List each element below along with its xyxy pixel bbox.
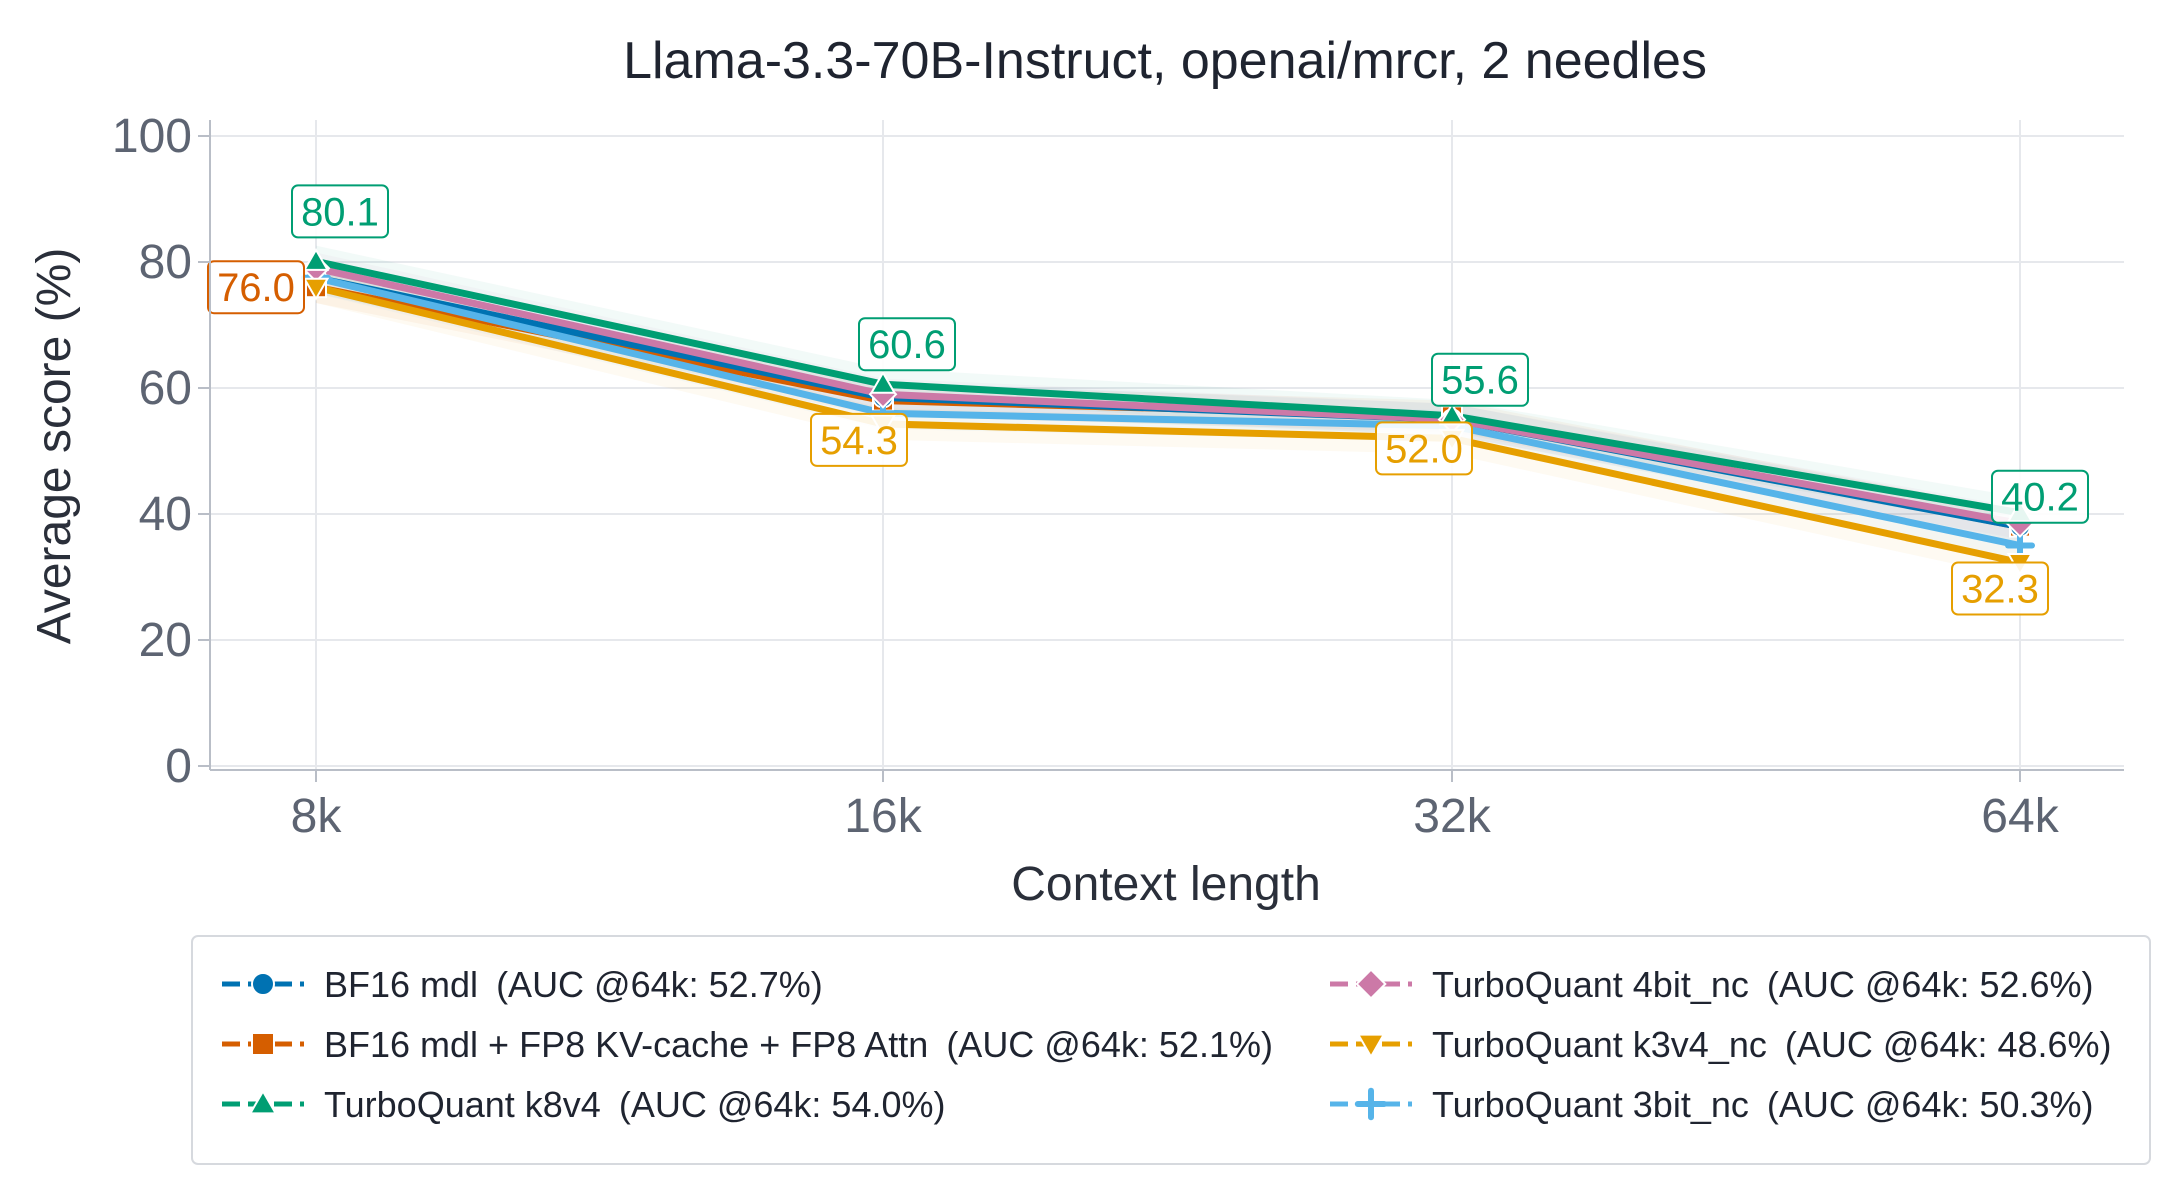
y-axis-label: Average score (%) — [28, 248, 81, 645]
data-label-box: 54.3 — [810, 412, 908, 467]
data-label-box: 60.6 — [858, 317, 956, 372]
legend-series-auc: (AUC @64k: 52.1%) — [946, 1024, 1273, 1065]
data-label-frame — [1951, 561, 2049, 616]
y-tick-label: 20 — [139, 614, 192, 667]
legend-item-0: BF16 mdl (AUC @64k: 52.7%) — [222, 964, 823, 1005]
x-tick-label: 64k — [1981, 790, 2059, 843]
legend-series-name: TurboQuant k3v4_nc — [1432, 1024, 1767, 1065]
series-line-5 — [312, 274, 2024, 549]
legend-label: TurboQuant 3bit_nc (AUC @64k: 50.3%) — [1432, 1084, 2094, 1125]
data-label: 55.6 — [1441, 359, 1519, 403]
data-label-box: 40.2 — [1991, 469, 2089, 524]
data-label: 32.3 — [1961, 568, 2039, 612]
legend-series-name: TurboQuant 4bit_nc — [1432, 964, 1749, 1005]
legend-label: BF16 mdl + FP8 KV-cache + FP8 Attn (AUC @… — [324, 1024, 1273, 1065]
x-axis-label: Context length — [1011, 858, 1321, 911]
data-label-box: 52.0 — [1375, 421, 1473, 476]
legend-frame — [191, 935, 2151, 1165]
legend-item-3: TurboQuant 4bit_nc (AUC @64k: 52.6%) — [1330, 964, 2094, 1005]
legend-marker-circle — [251, 972, 275, 996]
legend-marker-diamond — [1355, 968, 1387, 1000]
legend-series-auc: (AUC @64k: 48.6%) — [1785, 1024, 2112, 1065]
legend-label: TurboQuant k8v4 (AUC @64k: 54.0%) — [324, 1084, 945, 1125]
legend-series-auc: (AUC @64k: 54.0%) — [619, 1084, 946, 1125]
legend-item-1: BF16 mdl + FP8 KV-cache + FP8 Attn (AUC @… — [222, 1024, 1273, 1065]
legend-label: BF16 mdl (AUC @64k: 52.7%) — [324, 964, 823, 1005]
legend-marker-plus — [1354, 1087, 1388, 1121]
series-band-2 — [316, 245, 2020, 529]
data-label: 54.3 — [820, 419, 898, 463]
legend: BF16 mdl (AUC @64k: 52.7%) BF16 mdl + FP8 … — [191, 935, 2151, 1165]
legend-series-name: TurboQuant 3bit_nc — [1432, 1084, 1749, 1125]
legend-item-5: TurboQuant 3bit_nc (AUC @64k: 50.3%) — [1330, 1084, 2094, 1125]
data-label-box: 76.0 — [207, 260, 305, 315]
y-tick-label: 80 — [139, 236, 192, 289]
x-tick-label: 16k — [844, 790, 922, 843]
legend-series-name: BF16 mdl + FP8 KV-cache + FP8 Attn — [324, 1024, 928, 1065]
data-label-frame — [1431, 352, 1529, 407]
legend-series-auc: (AUC @64k: 52.6%) — [1767, 964, 2094, 1005]
chart-title: Llama-3.3-70B-Instruct, openai/mrcr, 2 n… — [623, 32, 1707, 90]
series-band-3 — [316, 252, 2020, 540]
legend-series-name: BF16 mdl — [324, 964, 478, 1005]
legend-item-4: TurboQuant k3v4_nc (AUC @64k: 48.6%) — [1330, 1024, 2112, 1065]
y-tick-label: 0 — [165, 740, 192, 793]
y-tick-label: 100 — [112, 110, 192, 163]
data-label-frame — [810, 412, 908, 467]
series-point-2-0 — [302, 247, 330, 271]
data-label-frame — [207, 260, 305, 315]
data-label-box: 55.6 — [1431, 352, 1529, 407]
data-label: 76.0 — [217, 266, 295, 310]
data-label: 80.1 — [301, 190, 379, 234]
legend-label: TurboQuant k3v4_nc (AUC @64k: 48.6%) — [1432, 1024, 2112, 1065]
data-label-box: 80.1 — [291, 184, 389, 239]
x-tick-label: 32k — [1413, 790, 1491, 843]
series-line-3 — [312, 264, 2024, 527]
legend-label: TurboQuant 4bit_nc (AUC @64k: 52.6%) — [1432, 964, 2094, 1005]
data-label-frame — [291, 184, 389, 239]
x-tick-label: 8k — [291, 790, 343, 843]
legend-marker-triangle-up — [248, 1089, 278, 1115]
legend-series-auc: (AUC @64k: 52.7%) — [496, 964, 823, 1005]
series-point-2-1 — [869, 370, 897, 394]
data-label: 40.2 — [2001, 476, 2079, 520]
data-label: 52.0 — [1385, 427, 1463, 471]
legend-marker-square — [251, 1032, 275, 1056]
legend-series-name: TurboQuant k8v4 — [324, 1084, 601, 1125]
data-label-frame — [1991, 469, 2089, 524]
series-point-4-0 — [302, 277, 330, 301]
series-band-4 — [316, 271, 2020, 579]
legend-series-auc: (AUC @64k: 50.3%) — [1767, 1084, 2094, 1125]
legend-item-2: TurboQuant k8v4 (AUC @64k: 54.0%) — [222, 1084, 945, 1125]
data-label-frame — [1375, 421, 1473, 476]
series-line-4 — [312, 283, 2024, 567]
data-label: 60.6 — [868, 323, 946, 367]
series-line-2 — [312, 257, 2024, 517]
data-label-frame — [858, 317, 956, 372]
data-label-box: 32.3 — [1951, 561, 2049, 616]
y-tick-label: 60 — [139, 362, 192, 415]
y-tick-label: 40 — [139, 488, 192, 541]
legend-marker-triangle-down — [1356, 1033, 1386, 1059]
